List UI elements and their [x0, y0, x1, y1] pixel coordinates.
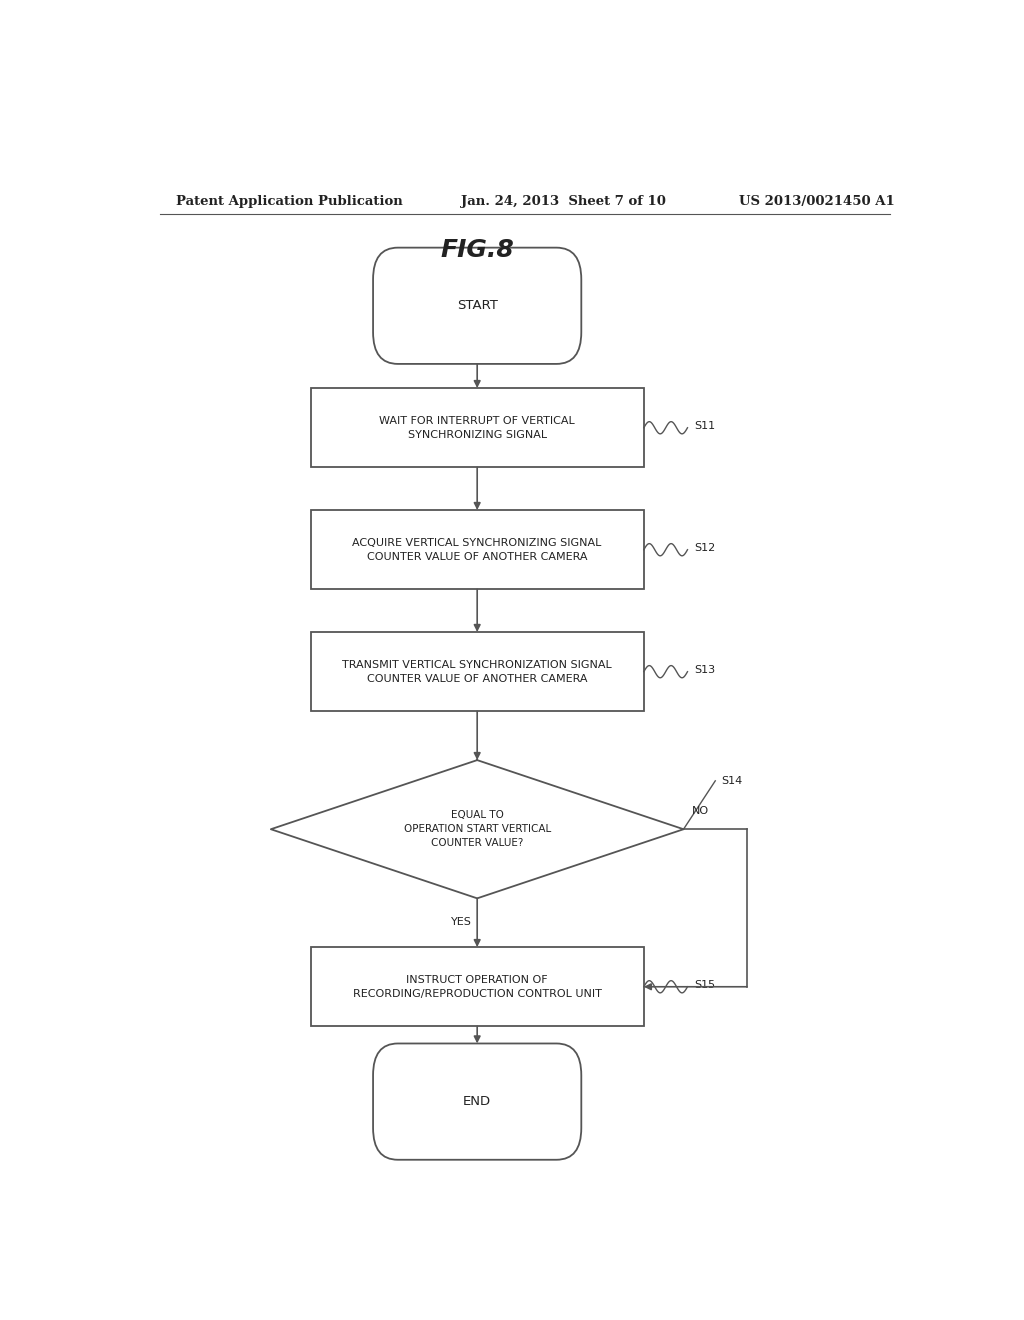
Text: Jan. 24, 2013  Sheet 7 of 10: Jan. 24, 2013 Sheet 7 of 10	[461, 194, 667, 207]
Text: S13: S13	[694, 665, 715, 675]
Text: WAIT FOR INTERRUPT OF VERTICAL
SYNCHRONIZING SIGNAL: WAIT FOR INTERRUPT OF VERTICAL SYNCHRONI…	[379, 416, 575, 440]
Text: END: END	[463, 1096, 492, 1107]
Text: S12: S12	[694, 543, 715, 553]
Bar	[310, 510, 644, 589]
Text: START: START	[457, 300, 498, 313]
FancyBboxPatch shape	[373, 248, 582, 364]
FancyBboxPatch shape	[373, 1044, 582, 1160]
Text: EQUAL TO
OPERATION START VERTICAL
COUNTER VALUE?: EQUAL TO OPERATION START VERTICAL COUNTE…	[403, 810, 551, 849]
Bar	[310, 948, 644, 1027]
Bar	[310, 388, 644, 467]
Text: INSTRUCT OPERATION OF
RECORDING/REPRODUCTION CONTROL UNIT: INSTRUCT OPERATION OF RECORDING/REPRODUC…	[352, 974, 602, 999]
Text: S14: S14	[722, 776, 742, 785]
Text: S11: S11	[694, 421, 715, 430]
Text: NO: NO	[691, 807, 709, 816]
Text: ACQUIRE VERTICAL SYNCHRONIZING SIGNAL
COUNTER VALUE OF ANOTHER CAMERA: ACQUIRE VERTICAL SYNCHRONIZING SIGNAL CO…	[352, 537, 602, 562]
Text: Patent Application Publication: Patent Application Publication	[176, 194, 402, 207]
Text: US 2013/0021450 A1: US 2013/0021450 A1	[739, 194, 895, 207]
Text: FIG.8: FIG.8	[440, 238, 514, 261]
Bar	[310, 632, 644, 711]
Text: YES: YES	[451, 916, 472, 927]
Text: TRANSMIT VERTICAL SYNCHRONIZATION SIGNAL
COUNTER VALUE OF ANOTHER CAMERA: TRANSMIT VERTICAL SYNCHRONIZATION SIGNAL…	[342, 660, 612, 684]
Text: S15: S15	[694, 979, 715, 990]
